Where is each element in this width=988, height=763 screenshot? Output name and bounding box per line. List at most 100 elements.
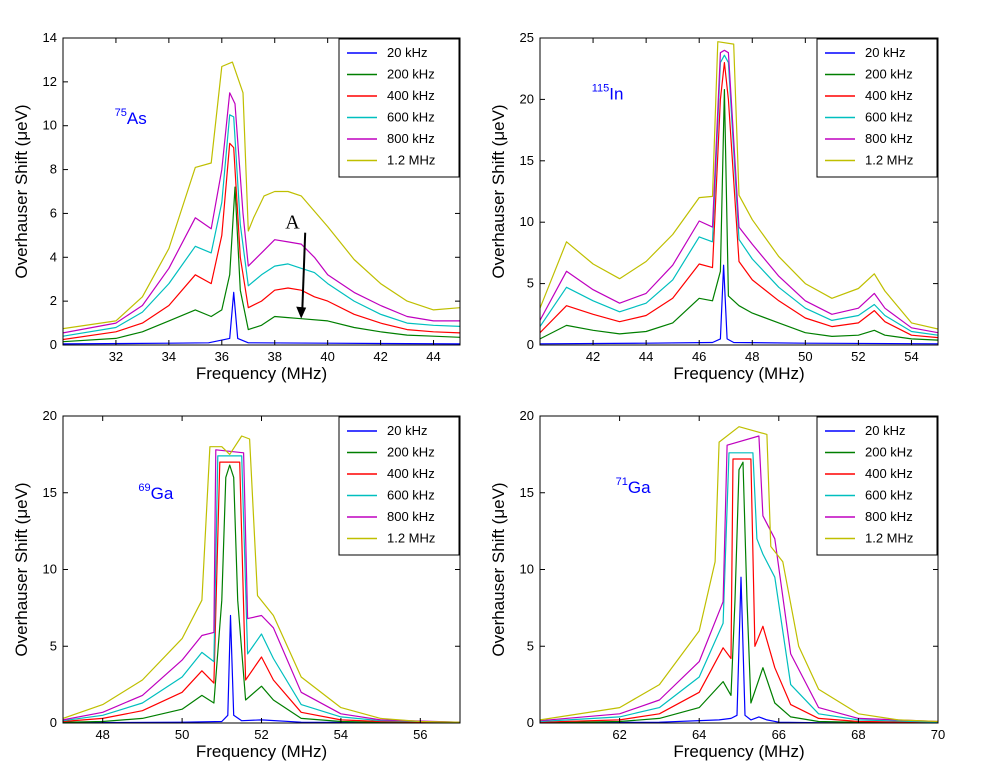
x-tick-label: 62 xyxy=(612,727,626,742)
y-tick-label: 12 xyxy=(43,74,57,89)
y-tick-label: 15 xyxy=(520,485,534,500)
legend-entry: 200 kHz xyxy=(387,445,435,460)
y-axis-label: Overhauser Shift (μeV) xyxy=(12,482,31,656)
y-tick-label: 15 xyxy=(520,153,534,168)
series-line xyxy=(540,458,938,723)
legend-box xyxy=(816,38,938,178)
isotope-label: 69Ga xyxy=(138,482,173,503)
legend-entry: 1.2 MHz xyxy=(387,153,435,168)
isotope-label: 115In xyxy=(592,82,624,103)
legend-box xyxy=(338,38,460,178)
legend-box xyxy=(816,416,938,556)
isotope-symbol: As xyxy=(127,109,147,128)
x-tick-label: 38 xyxy=(267,349,281,364)
annotation-arrow xyxy=(301,232,307,313)
y-axis-label: Overhauser Shift (μeV) xyxy=(12,104,31,278)
legend-entry: 800 kHz xyxy=(387,131,435,146)
x-tick-label: 44 xyxy=(639,349,653,364)
legend-entry: 20 kHz xyxy=(387,45,427,60)
x-tick-label: 70 xyxy=(931,727,945,742)
legend-entry: 600 kHz xyxy=(865,488,913,503)
legend-entry: 20 kHz xyxy=(865,423,905,438)
x-tick-label: 48 xyxy=(95,727,109,742)
x-tick-label: 56 xyxy=(413,727,427,742)
legend-entry: 800 kHz xyxy=(865,131,913,146)
series-line xyxy=(63,61,460,330)
isotope-symbol: In xyxy=(609,84,623,103)
y-tick-label: 14 xyxy=(43,30,57,45)
series-line xyxy=(540,49,938,334)
y-tick-label: 20 xyxy=(43,408,57,423)
x-tick-label: 34 xyxy=(162,349,176,364)
legend-entry: 200 kHz xyxy=(865,67,913,82)
x-tick-label: 52 xyxy=(254,727,268,742)
legend-entry: 600 kHz xyxy=(865,110,913,125)
x-tick-label: 50 xyxy=(175,727,189,742)
isotope-symbol: Ga xyxy=(628,478,651,497)
y-tick-label: 20 xyxy=(520,408,534,423)
series-line xyxy=(63,186,460,343)
x-tick-label: 32 xyxy=(109,349,123,364)
isotope-mass: 75 xyxy=(115,107,127,119)
series-line xyxy=(63,461,460,723)
legend-entry: 800 kHz xyxy=(865,509,913,524)
series-line xyxy=(63,114,460,337)
annotation-arrowhead xyxy=(296,306,307,319)
series-group xyxy=(63,435,460,723)
legend-entry: 600 kHz xyxy=(387,488,435,503)
isotope-mass: 69 xyxy=(138,482,150,494)
y-tick-label: 0 xyxy=(50,715,57,730)
isotope-mass: 115 xyxy=(592,82,610,94)
y-tick-label: 20 xyxy=(520,91,534,106)
isotope-label: 71Ga xyxy=(616,476,651,497)
x-tick-label: 40 xyxy=(320,349,334,364)
legend-entry: 400 kHz xyxy=(865,88,913,103)
series-line xyxy=(63,464,460,723)
isotope-symbol: Ga xyxy=(151,484,174,503)
legend-entry: 1.2 MHz xyxy=(865,153,913,168)
series-line xyxy=(63,614,460,723)
y-tick-label: 0 xyxy=(50,337,57,352)
series-group xyxy=(540,426,938,723)
y-tick-label: 10 xyxy=(43,118,57,133)
series-line xyxy=(540,264,938,345)
annotation-label: A xyxy=(285,212,300,234)
y-tick-label: 5 xyxy=(50,638,57,653)
x-axis-label: Frequency (MHz) xyxy=(196,364,327,383)
x-tick-label: 66 xyxy=(772,727,786,742)
x-tick-label: 44 xyxy=(426,349,440,364)
y-tick-label: 6 xyxy=(50,205,57,220)
y-tick-label: 0 xyxy=(527,715,534,730)
legend-entry: 20 kHz xyxy=(865,45,905,60)
series-group xyxy=(63,61,460,345)
x-axis-label: Frequency (MHz) xyxy=(196,742,327,761)
x-tick-label: 64 xyxy=(692,727,706,742)
y-tick-label: 2 xyxy=(50,293,57,308)
y-tick-label: 5 xyxy=(527,638,534,653)
series-line xyxy=(540,452,938,723)
x-tick-label: 68 xyxy=(851,727,865,742)
legend-entry: 200 kHz xyxy=(387,67,435,82)
legend-box xyxy=(338,416,460,556)
series-line xyxy=(63,449,460,723)
series-line xyxy=(63,142,460,341)
series-line xyxy=(63,92,460,334)
y-tick-label: 8 xyxy=(50,162,57,177)
y-tick-label: 4 xyxy=(50,249,57,264)
x-axis-label: Frequency (MHz) xyxy=(673,742,804,761)
y-axis-label: Overhauser Shift (μeV) xyxy=(489,104,508,278)
series-line xyxy=(540,54,938,336)
chart-panel-1: 42 44 46 48 50 52 54 0 5 10 15 20 25 Frequency (MHz) O… xyxy=(489,30,939,383)
y-axis-label: Overhauser Shift (μeV) xyxy=(489,482,508,656)
series-line xyxy=(63,435,460,723)
legend-entry: 20 kHz xyxy=(387,423,427,438)
series-line xyxy=(540,41,938,330)
y-tick-label: 15 xyxy=(43,485,57,500)
series-line xyxy=(540,461,938,723)
legend-entry: 400 kHz xyxy=(387,466,435,481)
legend-entry: 800 kHz xyxy=(387,509,435,524)
plot-frame xyxy=(62,37,461,346)
legend-entry: 1.2 MHz xyxy=(387,531,435,546)
y-tick-label: 5 xyxy=(527,276,534,291)
